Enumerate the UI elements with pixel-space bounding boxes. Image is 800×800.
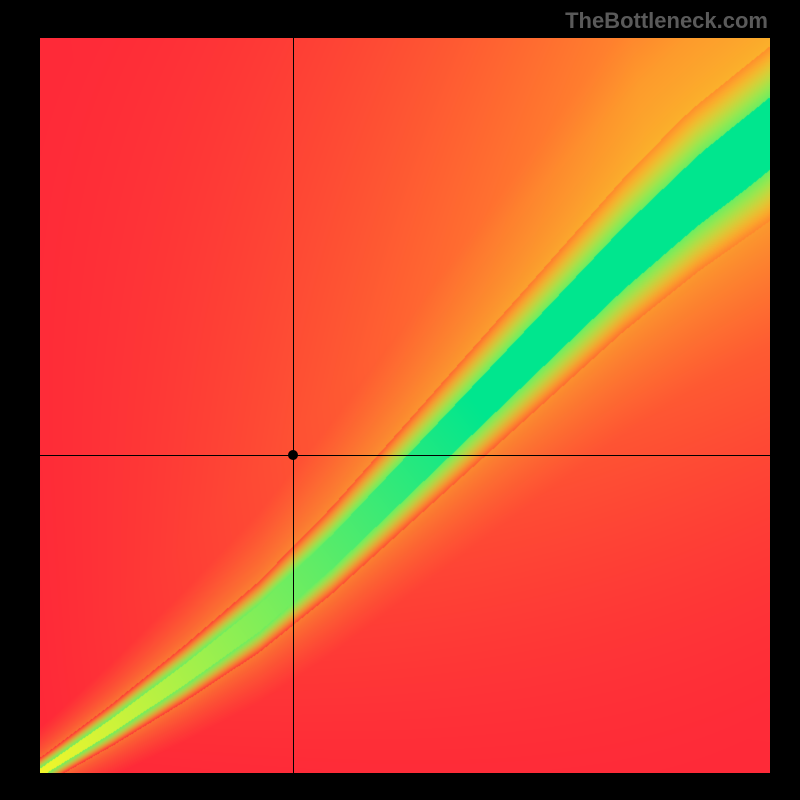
crosshair-vertical: [293, 38, 294, 773]
crosshair-marker: [288, 450, 298, 460]
heatmap-plot: [40, 38, 770, 773]
heatmap-canvas: [40, 38, 770, 773]
watermark-text: TheBottleneck.com: [565, 8, 768, 34]
crosshair-horizontal: [40, 455, 770, 456]
